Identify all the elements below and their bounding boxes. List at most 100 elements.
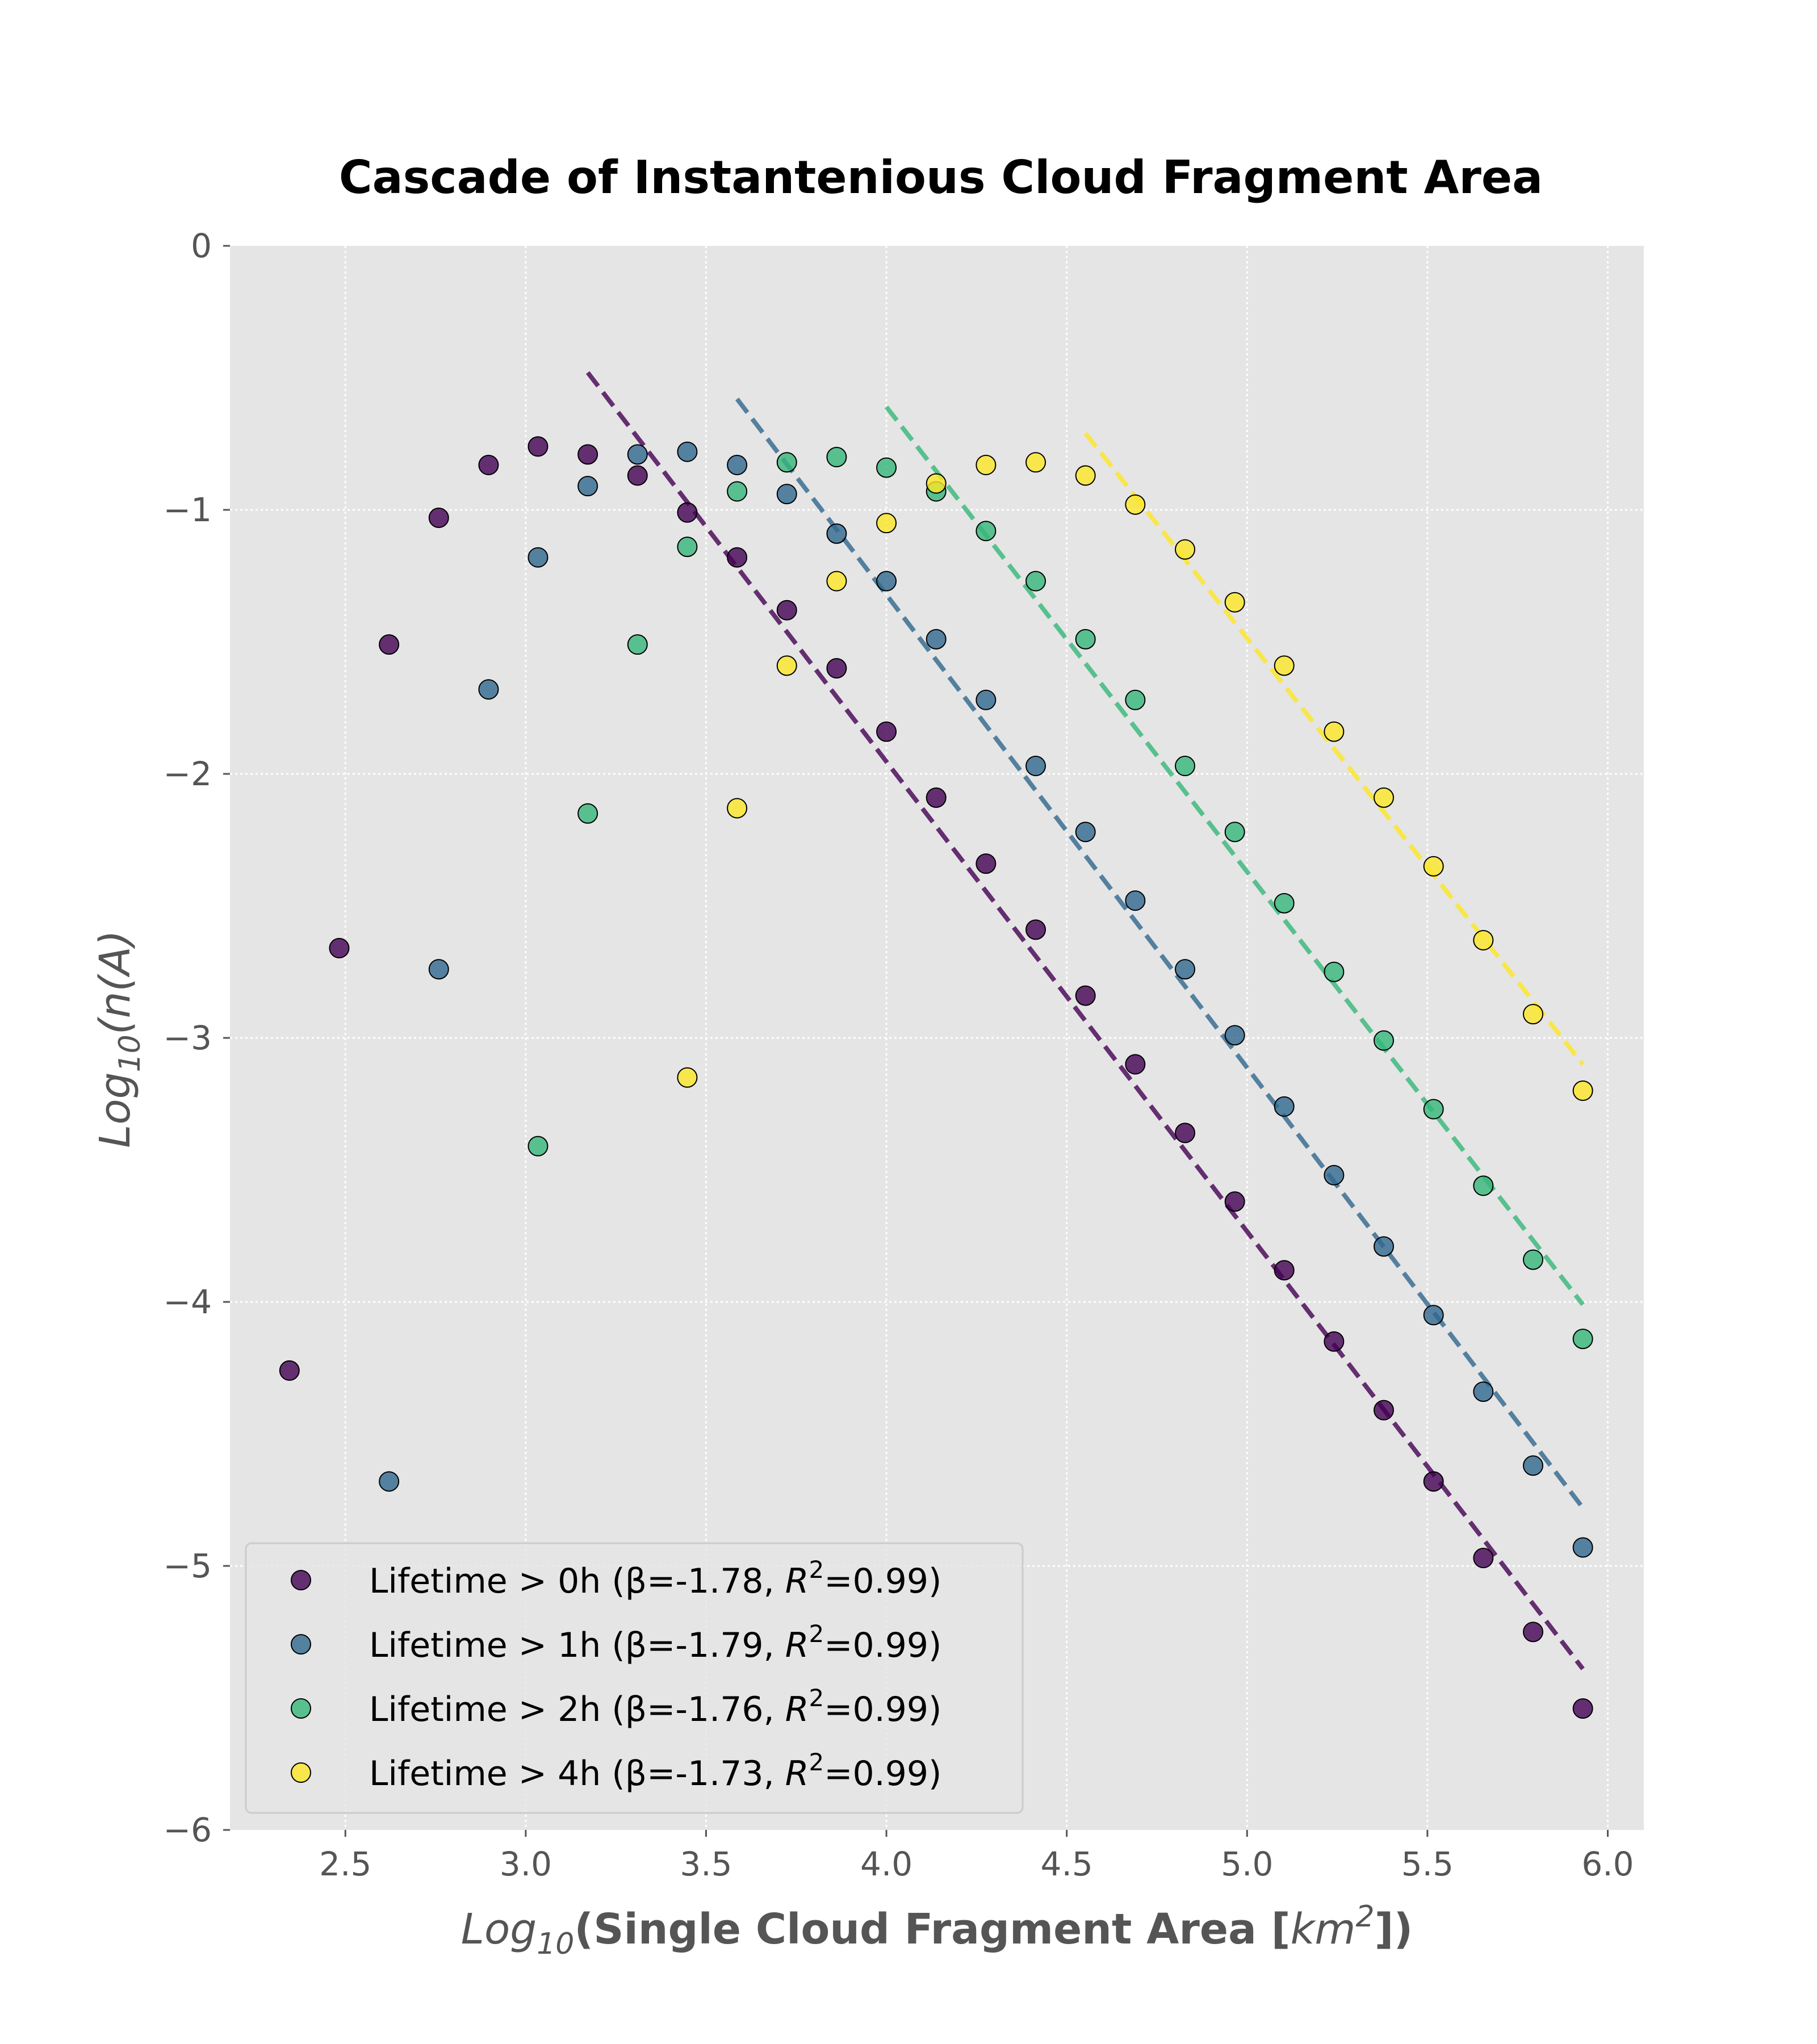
data-point-series-1 [527, 547, 549, 568]
data-point-series-1 [478, 679, 499, 700]
data-point-series-3 [826, 571, 847, 592]
data-point-series-0 [1572, 1698, 1593, 1719]
legend-label-1: Lifetime > 1h (β=-1.79, R2=0.99) [369, 1620, 941, 1665]
legend-label-0: Lifetime > 0h (β=-1.78, R2=0.99) [369, 1556, 941, 1601]
data-point-series-1 [1572, 1537, 1593, 1558]
data-point-series-3 [1324, 721, 1345, 742]
data-point-series-0 [1522, 1622, 1543, 1643]
data-point-series-1 [1224, 1025, 1245, 1046]
y-tick-label: −2 [164, 755, 212, 793]
legend-marker-0 [291, 1570, 311, 1590]
data-point-series-3 [1522, 1004, 1543, 1025]
data-point-series-0 [577, 444, 598, 465]
data-point-series-2 [577, 803, 598, 824]
data-point-series-0 [876, 721, 897, 742]
x-axis-label: Log10(Single Cloud Fragment Area [km2]) [461, 1900, 1413, 1961]
data-point-series-1 [379, 1471, 400, 1492]
x-tick-label: 4.0 [860, 1845, 912, 1883]
data-point-series-0 [1224, 1191, 1245, 1212]
data-point-series-0 [279, 1360, 300, 1381]
y-tick-label: −4 [164, 1283, 212, 1321]
legend-label-3: Lifetime > 4h (β=-1.73, R2=0.99) [369, 1748, 941, 1794]
data-point-series-0 [478, 454, 499, 475]
y-axis-label: Log10(n(A) [91, 930, 147, 1148]
data-point-series-2 [1075, 629, 1096, 650]
data-point-series-1 [776, 484, 797, 505]
data-point-series-3 [1572, 1080, 1593, 1101]
data-point-series-2 [1224, 822, 1245, 843]
data-point-series-1 [1025, 756, 1046, 777]
data-point-series-2 [677, 537, 698, 558]
x-axis-ticks: 2.5 3.0 3.5 4.0 4.5 5.0 5.5 6.0 [319, 1830, 1634, 1883]
data-point-series-1 [1423, 1305, 1444, 1326]
x-tick-label: 5.5 [1401, 1845, 1454, 1883]
data-point-series-3 [1473, 929, 1494, 950]
data-point-series-2 [1274, 893, 1295, 914]
data-point-series-2 [1025, 571, 1046, 592]
data-point-series-0 [1374, 1400, 1395, 1421]
legend-frame [245, 1542, 1024, 1814]
data-point-series-3 [677, 1067, 698, 1088]
x-tick-label: 3.0 [500, 1845, 552, 1883]
data-point-series-2 [527, 1136, 549, 1157]
data-point-series-0 [1175, 1122, 1196, 1144]
data-point-series-1 [876, 571, 897, 592]
data-point-series-2 [826, 447, 847, 467]
x-tick-label: 6.0 [1581, 1845, 1634, 1883]
data-point-series-2 [627, 634, 648, 655]
data-point-series-0 [727, 547, 748, 568]
data-point-series-1 [627, 444, 648, 465]
data-point-series-1 [976, 689, 997, 710]
legend-label-2: Lifetime > 2h (β=-1.76, R2=0.99) [369, 1684, 941, 1729]
data-point-series-2 [1522, 1249, 1543, 1270]
data-point-series-3 [1423, 856, 1444, 877]
data-point-series-2 [1473, 1175, 1494, 1196]
data-point-series-2 [1572, 1329, 1593, 1350]
data-point-series-2 [1324, 961, 1345, 982]
chart-title: Cascade of Instantenious Cloud Fragment … [339, 151, 1543, 204]
data-point-series-3 [976, 454, 997, 475]
data-point-series-2 [1423, 1099, 1444, 1120]
legend-marker-2 [291, 1698, 311, 1719]
data-point-series-0 [1324, 1331, 1345, 1352]
data-point-series-2 [776, 452, 797, 473]
y-tick-label: −3 [164, 1019, 212, 1057]
fit-line-series-2 [884, 405, 1585, 1306]
data-point-series-0 [976, 853, 997, 874]
fit-line-series-0 [585, 371, 1585, 1670]
data-point-series-1 [428, 959, 449, 980]
data-point-series-0 [776, 600, 797, 621]
x-tick-label: 5.0 [1221, 1845, 1273, 1883]
x-tick-label: 3.5 [680, 1845, 732, 1883]
y-tick-label: −5 [164, 1547, 212, 1585]
data-point-series-0 [1125, 1054, 1146, 1075]
data-point-series-0 [627, 465, 648, 486]
x-tick-label: 4.5 [1041, 1845, 1093, 1883]
y-tick-label: 0 [191, 227, 212, 265]
legend: Lifetime > 0h (β=-1.78, R2=0.99) Lifetime… [245, 1542, 1024, 1814]
data-point-series-0 [428, 507, 449, 528]
data-point-series-0 [527, 436, 549, 457]
data-point-series-1 [727, 454, 748, 475]
data-point-series-1 [1175, 959, 1196, 980]
data-point-series-3 [1274, 655, 1295, 676]
data-points [279, 436, 1593, 1719]
legend-marker-3 [291, 1762, 311, 1783]
data-point-series-2 [1175, 756, 1196, 777]
data-point-series-1 [1075, 822, 1096, 843]
data-point-series-1 [1274, 1096, 1295, 1117]
data-point-series-0 [1423, 1471, 1444, 1492]
data-point-series-0 [379, 634, 400, 655]
y-tick-label: −6 [164, 1811, 212, 1849]
data-point-series-0 [329, 937, 350, 958]
data-point-series-0 [826, 658, 847, 678]
data-point-series-3 [1374, 787, 1395, 808]
data-point-series-3 [1075, 465, 1096, 486]
data-point-series-3 [776, 655, 797, 676]
legend-marker-1 [291, 1634, 311, 1655]
data-point-series-0 [677, 502, 698, 523]
data-point-series-0 [1025, 919, 1046, 940]
data-point-series-2 [727, 481, 748, 502]
data-point-series-1 [1324, 1165, 1345, 1186]
